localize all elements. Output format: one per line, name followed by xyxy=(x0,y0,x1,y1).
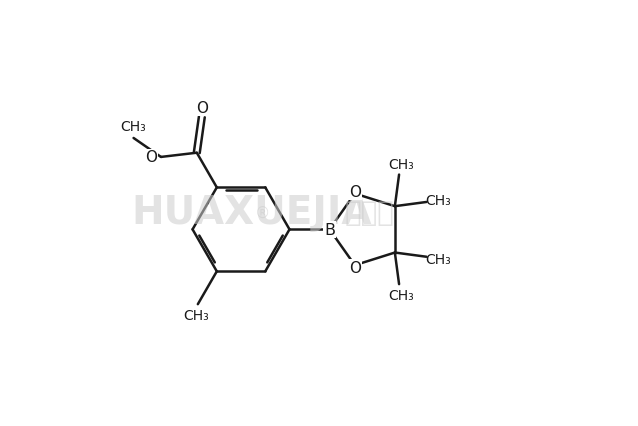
Text: CH₃: CH₃ xyxy=(389,288,414,302)
Text: CH₃: CH₃ xyxy=(120,120,145,134)
Text: O: O xyxy=(349,260,361,275)
Text: O: O xyxy=(196,101,208,116)
Text: 化学加: 化学加 xyxy=(345,199,394,227)
Text: O: O xyxy=(349,184,361,199)
Text: CH₃: CH₃ xyxy=(389,158,414,172)
Text: ®: ® xyxy=(255,205,270,221)
Text: O: O xyxy=(145,150,158,165)
Text: HUAXUEJIA: HUAXUEJIA xyxy=(131,194,372,232)
Text: B: B xyxy=(324,222,335,237)
Text: CH₃: CH₃ xyxy=(426,193,451,207)
Text: CH₃: CH₃ xyxy=(426,252,451,266)
Text: CH₃: CH₃ xyxy=(183,308,209,322)
